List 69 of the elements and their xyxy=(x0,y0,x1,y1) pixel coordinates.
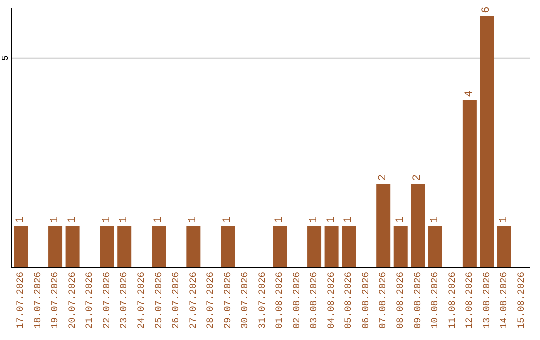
y-tick-label: 5 xyxy=(1,56,11,62)
bar xyxy=(48,226,63,268)
data-label: 1 xyxy=(308,216,321,224)
data-label: 1 xyxy=(394,216,407,224)
x-tick-label: 04.08.2026 xyxy=(326,272,337,330)
bar xyxy=(152,226,166,268)
bar xyxy=(100,226,114,268)
data-label: 1 xyxy=(101,216,114,224)
x-tick-label: 01.08.2026 xyxy=(274,272,286,330)
x-tick-label: 31.07.2026 xyxy=(256,272,268,330)
data-label: 1 xyxy=(118,216,131,224)
x-tick-label: 29.07.2026 xyxy=(222,272,234,330)
bar xyxy=(273,226,287,268)
x-tick-label: 12.08.2026 xyxy=(464,272,476,330)
x-tick-label: 08.08.2026 xyxy=(395,272,406,330)
bar xyxy=(221,226,236,268)
data-label: 1 xyxy=(498,216,510,224)
x-tick-label: 26.07.2026 xyxy=(170,272,182,330)
x-tick-label: 13.08.2026 xyxy=(481,272,492,330)
data-label: 1 xyxy=(222,216,234,224)
bar xyxy=(14,226,28,268)
x-tick-label: 25.07.2026 xyxy=(153,272,164,330)
data-label: 1 xyxy=(274,216,286,224)
data-label: 1 xyxy=(153,216,166,224)
data-label: 1 xyxy=(429,216,442,224)
data-label: 1 xyxy=(343,216,356,224)
x-tick-label: 21.07.2026 xyxy=(84,272,96,330)
data-label: 1 xyxy=(66,216,79,224)
x-tick-label: 24.07.2026 xyxy=(136,272,147,330)
x-tick-label: 11.08.2026 xyxy=(446,272,458,330)
bar xyxy=(66,226,80,268)
x-tick-label: 23.07.2026 xyxy=(118,272,130,330)
bar xyxy=(462,100,477,268)
x-tick-label: 27.07.2026 xyxy=(188,272,199,330)
data-label: 2 xyxy=(412,174,424,182)
bar xyxy=(342,226,356,268)
x-tick-label: 06.08.2026 xyxy=(360,272,372,330)
data-label: 1 xyxy=(50,216,62,224)
x-tick-label: 05.08.2026 xyxy=(343,272,354,330)
x-tick-label: 15.08.2026 xyxy=(516,272,527,330)
x-tick-label: 22.07.2026 xyxy=(101,272,112,330)
x-tick-label: 03.08.2026 xyxy=(308,272,320,330)
bar xyxy=(376,184,391,268)
x-tick-label: 07.08.2026 xyxy=(378,272,389,330)
bar xyxy=(186,226,201,268)
x-tick-label: 19.07.2026 xyxy=(50,272,61,330)
bar xyxy=(497,226,512,268)
data-label: 1 xyxy=(326,216,338,224)
bar xyxy=(308,226,322,268)
data-label: 6 xyxy=(481,6,494,14)
x-tick-label: 09.08.2026 xyxy=(412,272,424,330)
x-tick-label: 02.08.2026 xyxy=(291,272,302,330)
x-tick-label: 10.08.2026 xyxy=(430,272,441,330)
x-tick-label: 20.07.2026 xyxy=(66,272,78,330)
bar xyxy=(480,16,494,268)
data-label: 1 xyxy=(188,216,200,224)
bar xyxy=(324,226,339,268)
data-label: 1 xyxy=(15,216,27,224)
x-tick-label: 17.07.2026 xyxy=(15,272,26,330)
x-tick-label: 30.07.2026 xyxy=(240,272,251,330)
bar xyxy=(428,226,442,268)
x-tick-label: 18.07.2026 xyxy=(32,272,44,330)
x-tick-label: 14.08.2026 xyxy=(498,272,510,330)
bar xyxy=(411,184,426,268)
bar xyxy=(118,226,132,268)
x-tick-label: 28.07.2026 xyxy=(205,272,216,330)
data-label: 2 xyxy=(378,174,390,182)
bar xyxy=(394,226,408,268)
data-label: 4 xyxy=(464,90,476,98)
